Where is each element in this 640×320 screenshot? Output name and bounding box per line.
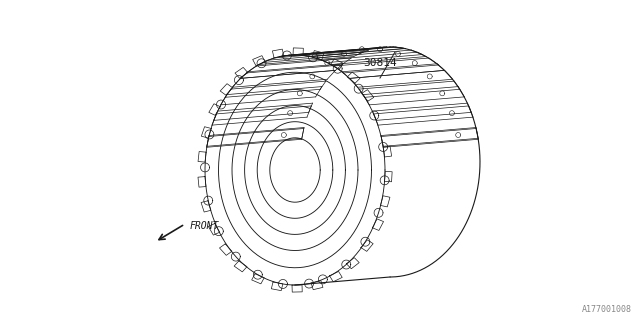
Text: 30814: 30814	[363, 58, 397, 68]
Text: FRONT: FRONT	[190, 221, 220, 231]
Text: A177001008: A177001008	[582, 305, 632, 314]
